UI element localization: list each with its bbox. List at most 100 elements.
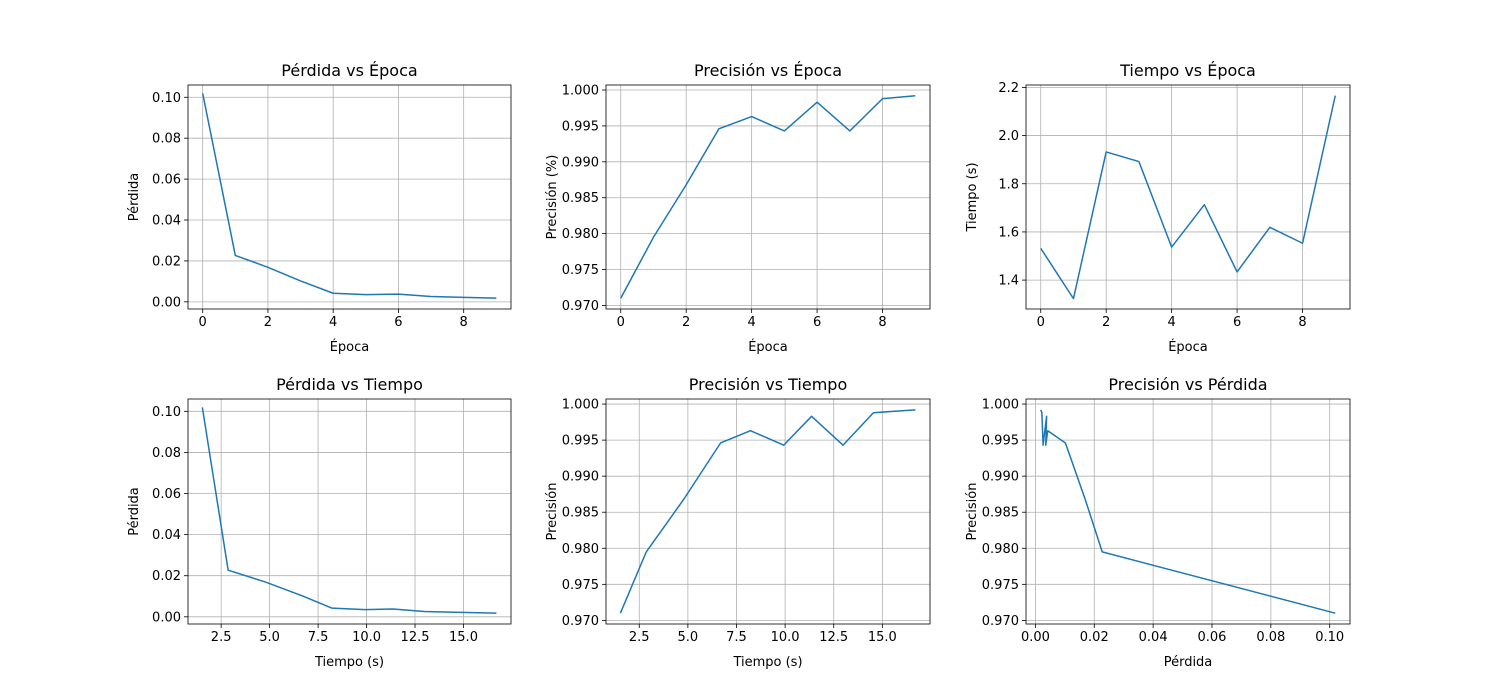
y-tick-label: 0.995 — [562, 434, 599, 449]
y-tick-label: 0.06 — [152, 173, 181, 188]
axes-frame — [1025, 398, 1351, 625]
x-tick-label: 5.0 — [259, 630, 280, 645]
chart-title: Precisión vs Tiempo — [689, 375, 847, 394]
subplot-2: 0 2 4 6 8 0.970 0.975 0.980 0.985 0.990 0.995 1.000… — [545, 61, 931, 355]
y-axis-label: Pérdida — [127, 487, 142, 536]
y-tick-label: 0.10 — [152, 405, 181, 420]
y-axis-label: Precisión (%) — [545, 155, 560, 240]
y-tick-label: 2.2 — [998, 81, 1019, 96]
x-tick-label: 8 — [1298, 315, 1306, 330]
axes-frame — [605, 84, 931, 310]
y-tick-label: 0.985 — [982, 506, 1019, 521]
y-tick-label: 0.990 — [982, 470, 1019, 485]
x-tick-label: 4 — [329, 315, 337, 330]
subplot-1: 0 2 4 6 8 0.00 0.02 0.04 0.06 0.08 0.10 Pérdida vs … — [127, 61, 512, 355]
y-tick-label: 0.995 — [982, 434, 1019, 449]
y-axis-label: Pérdida — [127, 173, 142, 222]
y-tick-label: 0.08 — [152, 446, 181, 461]
x-tick-label: 0.04 — [1139, 630, 1168, 645]
y-tick-label: 0.980 — [982, 542, 1019, 557]
x-tick-label: 0.00 — [1021, 630, 1050, 645]
axes-frame — [187, 398, 512, 625]
y-tick-label: 0.980 — [562, 227, 599, 242]
y-tick-label: 0.04 — [152, 214, 181, 229]
y-tick-label: 0.08 — [152, 132, 181, 147]
y-tick-label: 1.6 — [998, 225, 1019, 240]
x-tick-label: 15.0 — [449, 630, 478, 645]
y-tick-label: 0.970 — [562, 614, 599, 629]
y-tick-label: 0.970 — [982, 614, 1019, 629]
x-tick-label: 2 — [1102, 315, 1110, 330]
y-tick-label: 0.995 — [562, 119, 599, 134]
y-tick-label: 0.980 — [562, 542, 599, 557]
y-tick-label: 0.00 — [152, 610, 181, 625]
x-tick-label: 15.0 — [868, 630, 897, 645]
y-tick-label: 0.02 — [152, 254, 181, 269]
y-tick-label: 0.10 — [152, 91, 181, 106]
y-tick-label: 1.000 — [982, 398, 1019, 413]
x-tick-label: 6 — [1233, 315, 1241, 330]
x-tick-label: 0 — [617, 315, 625, 330]
subplot-4: 2.5 5.0 7.5 10.0 12.5 15.0 0.00 0.02 0.04 0.06 0.0… — [127, 375, 512, 670]
x-tick-label: 0 — [1037, 315, 1045, 330]
x-tick-label: 0.08 — [1256, 630, 1285, 645]
x-tick-label: 2.5 — [629, 630, 650, 645]
subplot-6: 0.00 0.02 0.04 0.06 0.08 0.10 0.970 0.975 0.980 0… — [965, 375, 1351, 670]
axes-frame — [1025, 84, 1351, 310]
x-tick-label: 6 — [394, 315, 402, 330]
x-tick-label: 6 — [813, 315, 821, 330]
x-tick-label: 4 — [747, 315, 755, 330]
x-tick-label: 5.0 — [678, 630, 699, 645]
x-tick-label: 8 — [460, 315, 468, 330]
y-axis-label: Precisión — [965, 482, 980, 540]
x-tick-label: 0.10 — [1315, 630, 1344, 645]
x-axis-label: Época — [330, 339, 370, 355]
y-tick-label: 0.00 — [152, 295, 181, 310]
series-line — [201, 407, 497, 614]
subplot-5: 2.5 5.0 7.5 10.0 12.5 15.0 0.970 0.975 0.980 0.98… — [545, 375, 931, 670]
x-tick-label: 0.02 — [1080, 630, 1109, 645]
x-tick-label: 12.5 — [819, 630, 848, 645]
y-axis-label: Precisión — [545, 482, 560, 540]
y-tick-label: 0.06 — [152, 487, 181, 502]
x-tick-label: 2 — [264, 315, 272, 330]
y-tick-label: 0.985 — [562, 191, 599, 206]
x-tick-label: 4 — [1167, 315, 1175, 330]
x-tick-label: 7.5 — [308, 630, 329, 645]
x-tick-label: 7.5 — [726, 630, 747, 645]
y-tick-label: 0.02 — [152, 569, 181, 584]
x-axis-label: Tiempo (s) — [314, 655, 384, 670]
y-tick-label: 0.990 — [562, 155, 599, 170]
y-tick-label: 1.000 — [562, 84, 599, 99]
chart-title: Pérdida vs Tiempo — [276, 375, 423, 394]
chart-title: Precisión vs Pérdida — [1108, 375, 1267, 394]
y-tick-label: 0.985 — [562, 506, 599, 521]
y-tick-label: 1.000 — [562, 398, 599, 413]
x-axis-label: Pérdida — [1164, 655, 1213, 670]
y-tick-label: 0.975 — [982, 578, 1019, 593]
series-line — [1040, 95, 1337, 300]
x-tick-label: 2 — [682, 315, 690, 330]
y-axis-label: Tiempo (s) — [965, 162, 980, 232]
subplot-3: 0 2 4 6 8 1.4 1.6 1.8 2.0 2.2 Tiempo vs Época Época… — [965, 61, 1351, 355]
x-axis-label: Tiempo (s) — [732, 655, 802, 670]
y-tick-label: 1.4 — [998, 274, 1019, 289]
x-tick-label: 0.06 — [1198, 630, 1227, 645]
series-line — [1040, 409, 1336, 614]
x-tick-label: 8 — [878, 315, 886, 330]
x-axis-label: Época — [1168, 339, 1208, 355]
x-tick-label: 2.5 — [211, 630, 232, 645]
y-tick-label: 2.0 — [998, 129, 1019, 144]
y-tick-label: 0.990 — [562, 470, 599, 485]
chart-title: Pérdida vs Época — [281, 61, 417, 80]
chart-title: Precisión vs Época — [694, 61, 842, 80]
y-tick-label: 1.8 — [998, 177, 1019, 192]
y-tick-label: 0.04 — [152, 528, 181, 543]
x-tick-label: 10.0 — [352, 630, 381, 645]
x-tick-label: 12.5 — [401, 630, 430, 645]
y-tick-label: 0.975 — [562, 578, 599, 593]
y-tick-label: 0.970 — [562, 299, 599, 314]
x-tick-label: 0 — [199, 315, 207, 330]
axes-frame — [187, 84, 512, 310]
